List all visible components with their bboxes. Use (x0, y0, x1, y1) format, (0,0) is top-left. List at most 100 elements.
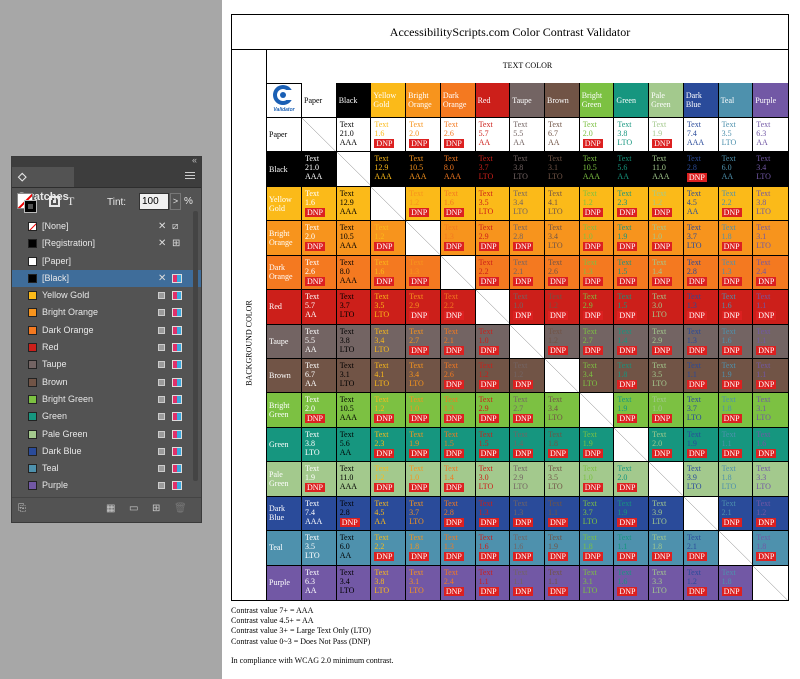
contrast-value: 3.7 (686, 232, 697, 242)
contrast-value: 10.5 (339, 232, 354, 242)
swatch-row[interactable]: Yellow Gold (12, 287, 201, 304)
contrast-cell: Text 10.5 AAA (406, 152, 441, 187)
tab-swatches[interactable]: ◇ Swatches (12, 167, 74, 203)
cell-text-word: Text (617, 567, 632, 577)
swatch-row[interactable]: Dark Orange (12, 322, 201, 339)
dnp-badge: DNP (339, 517, 360, 527)
contrast-value: 2.9 (652, 335, 663, 345)
dnp-badge: DNP (513, 276, 534, 286)
process-color-icon (158, 395, 165, 403)
swatch-row[interactable]: Red (12, 339, 201, 356)
contrast-cell: Text 2.2 DNP (440, 290, 476, 325)
background-color-label: BACKGROUND COLOR (244, 300, 254, 386)
color-group-icon[interactable]: ▦ (106, 503, 116, 514)
contrast-cell: Text 1.2 DNP (579, 186, 615, 222)
dnp-badge: DNP (582, 483, 603, 493)
contrast-cell: Text 3.4 LTO (545, 221, 580, 256)
cmyk-mode-icon (172, 412, 182, 422)
row-header: Purple (267, 565, 302, 600)
new-swatch-icon[interactable]: ⊞ (152, 503, 161, 514)
contrast-value: 3.5 (478, 197, 489, 207)
swatch-row[interactable]: Bright Green (12, 391, 201, 408)
swatch-row[interactable]: [None] ✕ ⧄ (12, 218, 201, 235)
contrast-value: 2.1 (443, 335, 454, 345)
cell-text-word: Text (617, 257, 632, 267)
contrast-value: 1.8 (548, 438, 558, 448)
cell-text-word: Text (305, 533, 320, 543)
contrast-value: 10.5 (582, 163, 597, 173)
swatch-list-scrollbar[interactable] (193, 211, 198, 481)
row-header: Bright Orange (267, 221, 302, 256)
swatch-row[interactable]: Teal (12, 460, 201, 477)
contrast-cell: Text 3.5 LTO (475, 186, 511, 222)
delete-icon[interactable]: 🗑 (174, 503, 187, 514)
contrast-cell: Text 2.0 DNP (302, 221, 337, 256)
diagonal-cell (545, 358, 580, 394)
dnp-badge: DNP (409, 311, 430, 321)
cell-text-word: Text (617, 292, 632, 302)
cell-text-word: Text (513, 223, 528, 233)
contrast-cell: Text 1.4 DNP (614, 324, 650, 359)
swatch-row[interactable]: Pale Green (12, 426, 201, 443)
contrast-value: 1.8 (721, 232, 732, 242)
column-header: Pale Green (649, 83, 684, 118)
cell-text-word: Text (548, 292, 563, 302)
rating-label: AAA (339, 482, 358, 492)
contrast-cell: Text 8.0 AAA (440, 152, 476, 187)
cell-text-word: Text (617, 326, 632, 336)
swatch-row[interactable]: [Black] ✕ (12, 269, 201, 288)
cell-text-word: Text (617, 533, 632, 543)
new-folder-icon[interactable]: ▭ (129, 503, 139, 514)
swatch-color-chip (28, 429, 37, 439)
contrast-cell: Text 1.8 DNP (545, 427, 580, 463)
fill-stroke-proxy-icon[interactable] (17, 193, 39, 215)
swatch-row[interactable]: [Paper] (12, 253, 201, 270)
swatch-row[interactable]: Purple (12, 477, 201, 494)
diagonal-cell (302, 118, 337, 153)
contrast-value: 21.0 (305, 163, 319, 173)
swatch-row[interactable]: Green (12, 408, 201, 425)
cell-text-word: Text (756, 223, 771, 233)
document-page: AccessibilityScripts.com Color Contrast … (222, 0, 800, 679)
contrast-value: 6.3 (305, 576, 315, 586)
contrast-cell: Text 1.1 DNP (545, 565, 580, 600)
hamburger-menu-icon[interactable] (185, 172, 195, 181)
swatch-row[interactable]: Dark Blue (12, 443, 201, 460)
page-title: AccessibilityScripts.com Color Contrast … (232, 15, 788, 50)
contrast-value: 3.5 (721, 129, 732, 138)
diagonal-cell (683, 496, 719, 532)
diagonal-cell (614, 427, 650, 463)
contrast-table: AccessibilityScripts.com Color Contrast … (231, 14, 789, 601)
cell-text-word: Text (339, 292, 354, 302)
swatch-name: Red (42, 342, 59, 353)
swatch-row[interactable]: Bright Orange (12, 304, 201, 321)
formatting-text-icon[interactable]: T (67, 194, 75, 208)
swatch-row[interactable]: Brown (12, 374, 201, 391)
contrast-value: 1.2 (478, 369, 489, 379)
tint-stepper-button[interactable]: > (170, 193, 181, 210)
tint-input[interactable] (139, 193, 169, 210)
cell-text-word: Text (374, 257, 389, 267)
cell-text-word: Text (374, 395, 389, 405)
panel-topbar[interactable]: « (12, 155, 201, 167)
swatch-color-chip (28, 394, 37, 404)
dnp-badge: DNP (548, 586, 569, 596)
swatch-row[interactable]: [Registration] ✕ ⊞ (12, 235, 201, 252)
contrast-value: 6.7 (548, 129, 558, 138)
place-swatch-icon[interactable]: ⎘ (18, 503, 26, 514)
contrast-cell: Text 3.5 LTO (371, 290, 407, 325)
contrast-value: 10.5 (409, 163, 424, 173)
swatch-row[interactable]: Taupe (12, 356, 201, 373)
contrast-value: 2.8 (686, 266, 697, 276)
cell-text-word: Text (374, 498, 389, 508)
swatch-name: Yellow Gold (42, 290, 90, 301)
stroke-black-icon[interactable] (24, 200, 37, 213)
contrast-cell: Text 1.6 DNP (614, 565, 650, 600)
collapse-icon[interactable]: « (191, 155, 197, 165)
contrast-cell: Text 2.0 DNP (579, 118, 615, 153)
formatting-container-icon[interactable] (49, 196, 60, 207)
contrast-cell: Text 1.2 DNP (545, 290, 580, 325)
legend-item: Contrast value 3+ = Large Text Only (LTO… (231, 626, 371, 636)
contrast-cell: Text 1.4 DNP (510, 427, 545, 463)
process-color-icon (158, 482, 165, 490)
